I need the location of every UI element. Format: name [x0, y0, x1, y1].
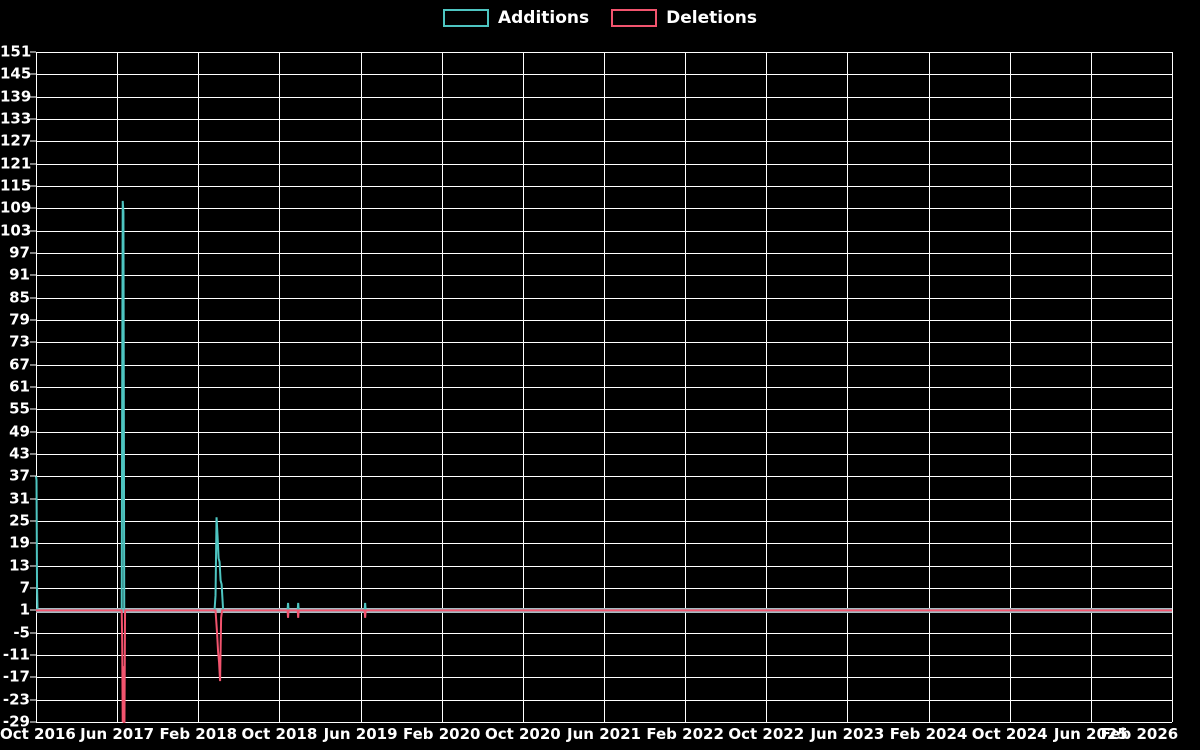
- y-axis-tick-label: 55: [9, 399, 30, 418]
- y-axis-tick-label: 133: [0, 109, 32, 128]
- series-line-additions: [35, 200, 1172, 612]
- gridline-vertical: [685, 52, 687, 722]
- gridline-vertical: [847, 52, 849, 722]
- y-axis-tick-label: 31: [9, 489, 30, 508]
- y-axis-tick-label: -5: [13, 623, 30, 642]
- x-axis-tick-label: Jun 2019: [323, 725, 398, 743]
- y-axis-tick-label: 109: [0, 198, 32, 217]
- x-axis-tick-label: Oct 2020: [484, 725, 561, 743]
- y-axis-tick-label: 1: [19, 600, 30, 619]
- x-axis-tick-label: Feb 2020: [402, 725, 481, 743]
- plot-area: [35, 52, 1173, 723]
- y-axis-tick-label: 37: [9, 466, 30, 485]
- gridline-vertical: [279, 52, 281, 722]
- y-axis-tick-label: 79: [9, 310, 30, 329]
- gridline-vertical: [1172, 52, 1173, 722]
- y-axis-tick-label: 151: [0, 42, 32, 61]
- x-axis-tick-label: Oct 2018: [241, 725, 318, 743]
- legend-item-deletions[interactable]: Deletions: [611, 8, 757, 28]
- gridline-vertical: [36, 52, 37, 722]
- gridline-vertical: [604, 52, 605, 722]
- y-axis-tick-label: 97: [9, 243, 30, 262]
- gridline-vertical: [522, 52, 524, 722]
- legend-label-deletions: Deletions: [666, 8, 758, 28]
- y-axis-tick-label: -11: [2, 645, 30, 664]
- y-axis-tick-label: 85: [9, 288, 30, 307]
- y-axis-tick-label: 127: [0, 131, 32, 150]
- legend-swatch-additions-icon: [442, 9, 489, 27]
- gridline-vertical: [117, 52, 119, 722]
- gridline-vertical: [198, 52, 200, 722]
- gridline-vertical: [441, 52, 443, 722]
- y-axis-tick-label: 25: [9, 511, 30, 530]
- x-axis-tick-label: Jun 2023: [810, 725, 885, 743]
- y-axis-tick-label: 61: [9, 377, 30, 396]
- gridline-vertical: [1090, 52, 1092, 722]
- gridline-vertical: [766, 52, 768, 722]
- gridline-horizontal: [36, 722, 1172, 723]
- gridline-vertical: [928, 52, 930, 722]
- y-axis-tick-label: 7: [19, 578, 30, 597]
- y-axis-tick-label: 103: [0, 221, 32, 240]
- y-axis-tick-label: 67: [9, 355, 30, 374]
- series-line-deletions: [36, 609, 1172, 723]
- y-axis-tick-label: 115: [0, 176, 32, 195]
- x-axis-tick-label: Jun 2017: [80, 725, 155, 743]
- y-axis-tick-label: 19: [9, 533, 30, 552]
- x-axis-tick-label: Jun 2021: [567, 725, 641, 743]
- x-axis-tick-label: Oct 2016: [0, 725, 76, 743]
- y-axis-tick-label: 121: [0, 154, 32, 173]
- y-axis-tick-label: -29: [2, 712, 30, 731]
- y-axis-tick-label: 13: [9, 556, 30, 575]
- gridline-vertical: [360, 52, 362, 722]
- legend-label-additions: Additions: [497, 8, 590, 28]
- gridline-vertical: [1009, 52, 1011, 722]
- x-axis-tick-label: Feb 2026: [1100, 725, 1179, 743]
- chart-legend: Additions Deletions: [0, 0, 1200, 36]
- y-axis-tick-label: 49: [9, 422, 30, 441]
- y-axis-tick-label: 145: [0, 64, 32, 83]
- x-axis-tick-label: Feb 2022: [646, 725, 724, 743]
- x-axis-tick-label: Oct 2024: [971, 725, 1048, 743]
- x-axis-tick-label: Feb 2018: [159, 725, 238, 743]
- y-axis-tick-label: -17: [2, 667, 30, 686]
- x-axis-tick-label: Oct 2022: [728, 725, 805, 743]
- legend-swatch-deletions-icon: [611, 9, 658, 27]
- y-axis-tick-label: 73: [9, 332, 30, 351]
- x-axis-tick-label: Jun 2025: [1053, 725, 1128, 743]
- y-axis-tick-label: 91: [9, 265, 30, 284]
- y-axis-tick-label: 43: [9, 444, 30, 463]
- legend-item-additions[interactable]: Additions: [442, 8, 590, 28]
- series-lines: [35, 200, 1172, 723]
- x-axis-tick-label: Feb 2024: [889, 725, 968, 743]
- y-axis-tick-label: -23: [2, 690, 30, 709]
- y-axis-tick-label: 139: [0, 87, 32, 106]
